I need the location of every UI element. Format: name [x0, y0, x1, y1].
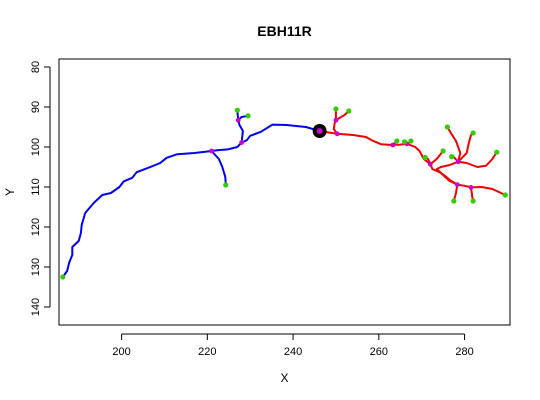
dendrite-branch-point [454, 182, 460, 188]
dendrite-end-point [449, 154, 455, 160]
plot-frame [58, 58, 511, 326]
axon-branch-line [210, 150, 227, 186]
dendrite-branch-point [390, 142, 396, 148]
axon-end-point [234, 107, 240, 113]
dendrite-end-point [401, 139, 408, 145]
axon-branch-point [235, 117, 241, 123]
dendrite-branch-line [429, 150, 445, 166]
axon-branch-line [61, 150, 213, 278]
dendrite-end-point [451, 198, 457, 204]
dendrite-branch-line [435, 160, 460, 186]
axes-group: 200 220 240 260 280 80 90 100 110 120 130 140 [30, 61, 474, 358]
x-axis-label: X [280, 371, 288, 385]
dendrite-end-point [440, 148, 446, 154]
dendrite-end-point [470, 130, 476, 136]
dendrite-branch-line [457, 151, 498, 168]
marker-group [60, 106, 508, 280]
dendrite-branch-point [333, 117, 339, 123]
y-tick-label: 90 [30, 101, 42, 113]
x-tick-label: 200 [112, 346, 130, 358]
dendrite-branch-point [334, 131, 340, 137]
x-tick-label: 280 [455, 346, 473, 358]
x-tick-label: 240 [284, 346, 302, 358]
dendrite-branch-point [455, 159, 461, 165]
axon-end-point [245, 113, 251, 119]
dendrite-branch-point [468, 185, 474, 190]
dendrite-branch-line [336, 132, 394, 146]
chart-title: EBH11R [257, 23, 311, 39]
y-tick-label: 130 [30, 258, 42, 276]
dendrite-end-point [408, 138, 414, 144]
dendrite-branch-line [446, 126, 462, 163]
axon-branch-point [209, 148, 215, 154]
y-tick-label: 100 [30, 138, 42, 156]
dendrite-end-point [333, 106, 339, 112]
dendrite-end-point [422, 154, 428, 160]
dendrite-end-point [444, 124, 451, 130]
axon-branch-point [239, 140, 245, 146]
dendrite-end-point [470, 198, 476, 204]
dendrite-branch-point [427, 161, 433, 167]
y-tick-label: 120 [30, 218, 42, 236]
axon-branch-line [210, 123, 321, 152]
dendrite-branch-line [452, 183, 459, 202]
y-tick-label: 110 [30, 178, 42, 196]
axon-end-point [223, 182, 229, 188]
dendrite-branch-line [470, 186, 507, 196]
y-axis-label: Y [3, 188, 17, 196]
soma-center-dot [316, 128, 323, 134]
dendrite-end-point [394, 138, 400, 144]
axon-branch-line [237, 119, 244, 144]
axon-end-point [60, 274, 66, 280]
y-tick-label: 140 [30, 298, 42, 316]
dendrite-end-point [346, 108, 352, 114]
dendrite-end-point [502, 192, 508, 198]
dendrite-branch-line [405, 142, 432, 166]
y-tick-label: 80 [30, 61, 42, 73]
x-tick-label: 260 [370, 346, 388, 358]
x-tick-label: 220 [198, 346, 216, 358]
dendrite-end-point [494, 149, 500, 155]
